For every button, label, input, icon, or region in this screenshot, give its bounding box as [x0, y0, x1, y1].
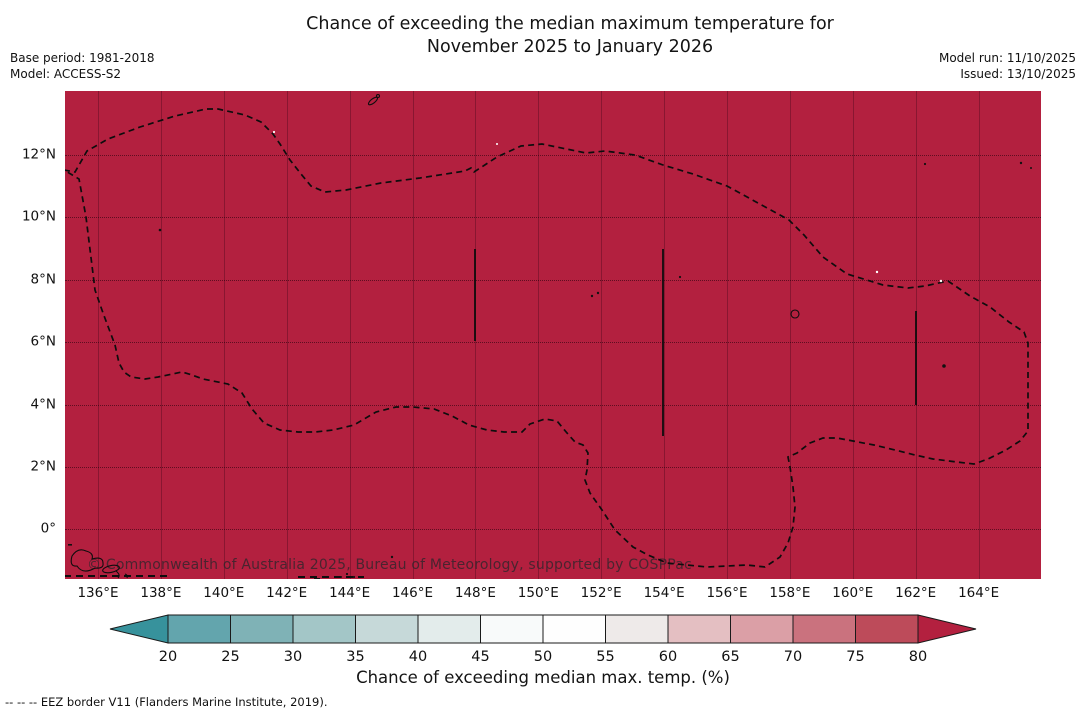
colorbar-segment	[417, 614, 481, 644]
x-tick-label: 152°E	[580, 585, 622, 601]
colorbar-tick-label: 60	[658, 649, 678, 665]
figure-title: Chance of exceeding the median maximum t…	[60, 13, 1080, 59]
eez-legend-note: -- -- -- EEZ border V11 (Flanders Marine…	[5, 695, 328, 709]
colorbar-segment	[792, 614, 856, 644]
colorbar-segment	[355, 614, 419, 644]
run-metadata-left: Base period: 1981-2018 Model: ACCESS-S2	[10, 50, 155, 82]
colorbar-segment	[167, 614, 231, 644]
y-tick-label: 12°N	[21, 146, 56, 163]
model-run-label: Model run: 11/10/2025	[938, 51, 1076, 65]
title-line-2: November 2025 to January 2026	[426, 37, 714, 57]
y-tick-label: 6°N	[30, 333, 56, 350]
y-tick-label: 8°N	[30, 271, 56, 288]
colorbar-tick-label: 30	[283, 649, 303, 665]
colorbar-segment	[480, 614, 544, 644]
x-tick-label: 154°E	[643, 585, 685, 601]
colorbar-tick-label: 45	[471, 649, 490, 665]
colorbar-under-arrow	[109, 614, 169, 644]
colorbar-segment	[230, 614, 294, 644]
y-tick-label: 0°	[40, 521, 56, 538]
colorbar-segment	[667, 614, 731, 644]
y-tick-label: 10°N	[21, 209, 56, 226]
x-tick-label: 138°E	[140, 585, 182, 601]
x-tick-label: 140°E	[203, 585, 245, 601]
x-tick-label: 158°E	[769, 585, 811, 601]
x-tick-label: 146°E	[391, 585, 434, 601]
colorbar-tick-label: 55	[596, 649, 615, 665]
colorbar-tick-label: 25	[221, 649, 240, 665]
colorbar-label: Chance of exceeding median max. temp. (%…	[356, 668, 730, 687]
colorbar-tick-label: 75	[846, 649, 865, 665]
colorbar-segment	[605, 614, 669, 644]
x-tick-label: 142°E	[266, 585, 308, 601]
base-period-label: Base period: 1981-2018	[10, 51, 155, 65]
run-metadata-right: Model run: 11/10/2025 Issued: 13/10/2025	[939, 50, 1076, 82]
colorbar-tick-label: 70	[783, 649, 803, 665]
y-tick-label: 4°N	[30, 396, 56, 413]
colorbar-tick-label: 20	[158, 649, 178, 665]
colorbar-segment	[542, 614, 606, 644]
colorbar-over-arrow	[917, 614, 977, 644]
issued-label: Issued: 13/10/2025	[960, 67, 1076, 81]
colorbar-segment	[855, 614, 919, 644]
x-tick-label: 160°E	[832, 585, 874, 601]
x-tick-label: 150°E	[517, 585, 559, 601]
x-tick-label: 144°E	[329, 585, 371, 601]
x-tick-label: 148°E	[454, 585, 496, 601]
colorbar-tick-label: 50	[533, 649, 553, 665]
model-label: Model: ACCESS-S2	[10, 67, 122, 81]
x-tick-label: 162°E	[895, 585, 937, 601]
colorbar-tick-label: 65	[721, 649, 740, 665]
title-line-1: Chance of exceeding the median maximum t…	[306, 14, 834, 34]
y-tick-label: 2°N	[30, 458, 56, 475]
x-tick-label: 164°E	[958, 585, 1000, 601]
colorbar-tick-label: 80	[908, 649, 928, 665]
x-tick-label: 136°E	[77, 585, 119, 601]
x-tick-label: 156°E	[706, 585, 748, 601]
colorbar-segment	[292, 614, 356, 644]
colorbar-tick-label: 40	[408, 649, 428, 665]
colorbar-tick-label: 35	[346, 649, 365, 665]
colorbar-segment	[730, 614, 794, 644]
